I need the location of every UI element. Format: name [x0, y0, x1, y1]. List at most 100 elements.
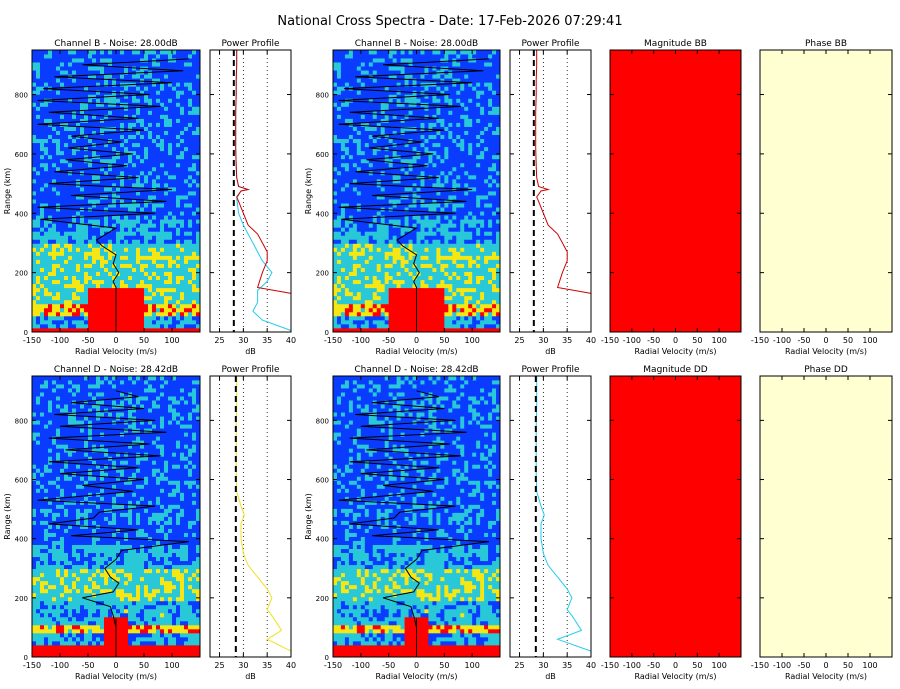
spectrum-cell [148, 267, 153, 272]
spectrum-cell [188, 82, 193, 87]
spectrum-cell [72, 126, 77, 131]
spectrum-cell [76, 122, 81, 127]
spectrum-cell [100, 94, 105, 99]
spectrum-cell [92, 166, 97, 172]
spectrum-cell [452, 219, 457, 224]
spectrum-cell [412, 283, 417, 289]
spectrum-cell [176, 235, 181, 240]
spectrum-cell [333, 311, 338, 317]
spectrum-cell [124, 295, 129, 301]
spectrum-cell [168, 263, 173, 268]
spectrum-cell [136, 203, 141, 208]
spectrum-cell [468, 327, 473, 333]
spectrum-cell [60, 102, 65, 107]
spectrum-cell [152, 170, 157, 176]
spectrum-cell [333, 323, 338, 329]
spectrum-cell [412, 207, 417, 212]
spectrum-cell [196, 327, 201, 333]
spectrum-cell [48, 142, 53, 148]
spectrum-cell [160, 170, 165, 176]
spectrum-cell [400, 239, 405, 244]
spectrum-cell [424, 203, 429, 208]
spectrum-cell [172, 191, 177, 196]
spectrum-cell [484, 295, 489, 301]
spectrum-cell [56, 126, 61, 131]
spectrum-cell [444, 323, 449, 329]
spectrum-cell [468, 170, 473, 176]
spectrum-cell [376, 211, 382, 216]
spectrum-cell [156, 319, 161, 325]
spectrum-cell [388, 323, 394, 329]
spectrum-cell [164, 106, 169, 111]
spectrum-cell [180, 247, 185, 252]
spectrum-cell [60, 86, 65, 91]
spectrum-cell [412, 166, 417, 172]
spectrum-cell [72, 98, 77, 103]
spectrum-cell [120, 178, 125, 184]
spectrum-cell [180, 327, 185, 333]
spectrum-cell [192, 243, 197, 248]
spectrum-cell [40, 315, 45, 321]
spectrum-cell [352, 146, 358, 152]
spectrum-cell [44, 118, 49, 123]
spectrum-cell [440, 323, 445, 329]
spectrum-cell [168, 66, 173, 71]
spectrum-cell [188, 283, 193, 289]
spectrum-cell [480, 146, 485, 152]
spectrum-cell [140, 227, 145, 232]
spectrum-cell [124, 247, 129, 252]
spectrum-cell [196, 243, 201, 248]
spectrum-cell [456, 259, 461, 264]
spectrum-cell [480, 275, 485, 281]
spectrum-cell [160, 66, 165, 71]
spectrum-cell [180, 174, 185, 180]
spectrum-cell [76, 239, 81, 244]
spectrum-cell [32, 110, 37, 115]
spectrum-cell [392, 199, 398, 204]
spectrum-cell [196, 146, 201, 152]
spectrum-cell [372, 283, 378, 289]
spectrum-cell [392, 275, 398, 281]
spectrum-cell [180, 86, 185, 91]
spectrum-cell [148, 150, 153, 156]
spectrum-cell [36, 291, 41, 297]
spectrum-cell [196, 227, 201, 232]
spectrum-cell [180, 114, 185, 119]
spectrum-cell [396, 279, 401, 285]
spectrum-cell [148, 170, 153, 176]
spectrum-cell [168, 319, 173, 325]
spectrum-cell [416, 154, 421, 160]
spectrum-cell [392, 227, 398, 232]
spectrum-cell [160, 283, 165, 289]
spectrum-cell [156, 303, 161, 309]
spectrum-cell [112, 271, 117, 276]
spectrum-cell [64, 150, 69, 156]
spectrum-cell [60, 114, 65, 119]
spectrum-cell [144, 271, 149, 276]
spectrum-cell [112, 327, 117, 333]
spectrum-cell [476, 299, 481, 305]
spectrum-cell [140, 90, 145, 95]
spectrum-cell [112, 243, 117, 248]
spectrum-cell [360, 307, 366, 313]
spectrum-cell [176, 315, 181, 321]
spectrum-cell [192, 191, 197, 196]
spectrum-cell [164, 259, 169, 264]
spectrum-cell [164, 219, 169, 224]
spectrum-cell [68, 134, 73, 140]
spectrum-cell [132, 134, 137, 140]
spectrum-cell [188, 78, 193, 83]
spectrum-cell [132, 263, 137, 268]
spectrum-cell [60, 263, 65, 268]
spectrum-cell [436, 295, 441, 301]
spectrum-cell [144, 247, 149, 252]
spectrum-cell [116, 82, 121, 87]
spectrum-cell [136, 243, 141, 248]
spectrum-cell [32, 182, 37, 188]
spectrum-cell [376, 283, 382, 289]
spectrum-cell [152, 319, 157, 325]
spectrum-cell [460, 295, 465, 301]
spectrum-cell [140, 62, 145, 67]
spectrum-cell [44, 130, 49, 135]
spectrum-cell [360, 207, 366, 212]
